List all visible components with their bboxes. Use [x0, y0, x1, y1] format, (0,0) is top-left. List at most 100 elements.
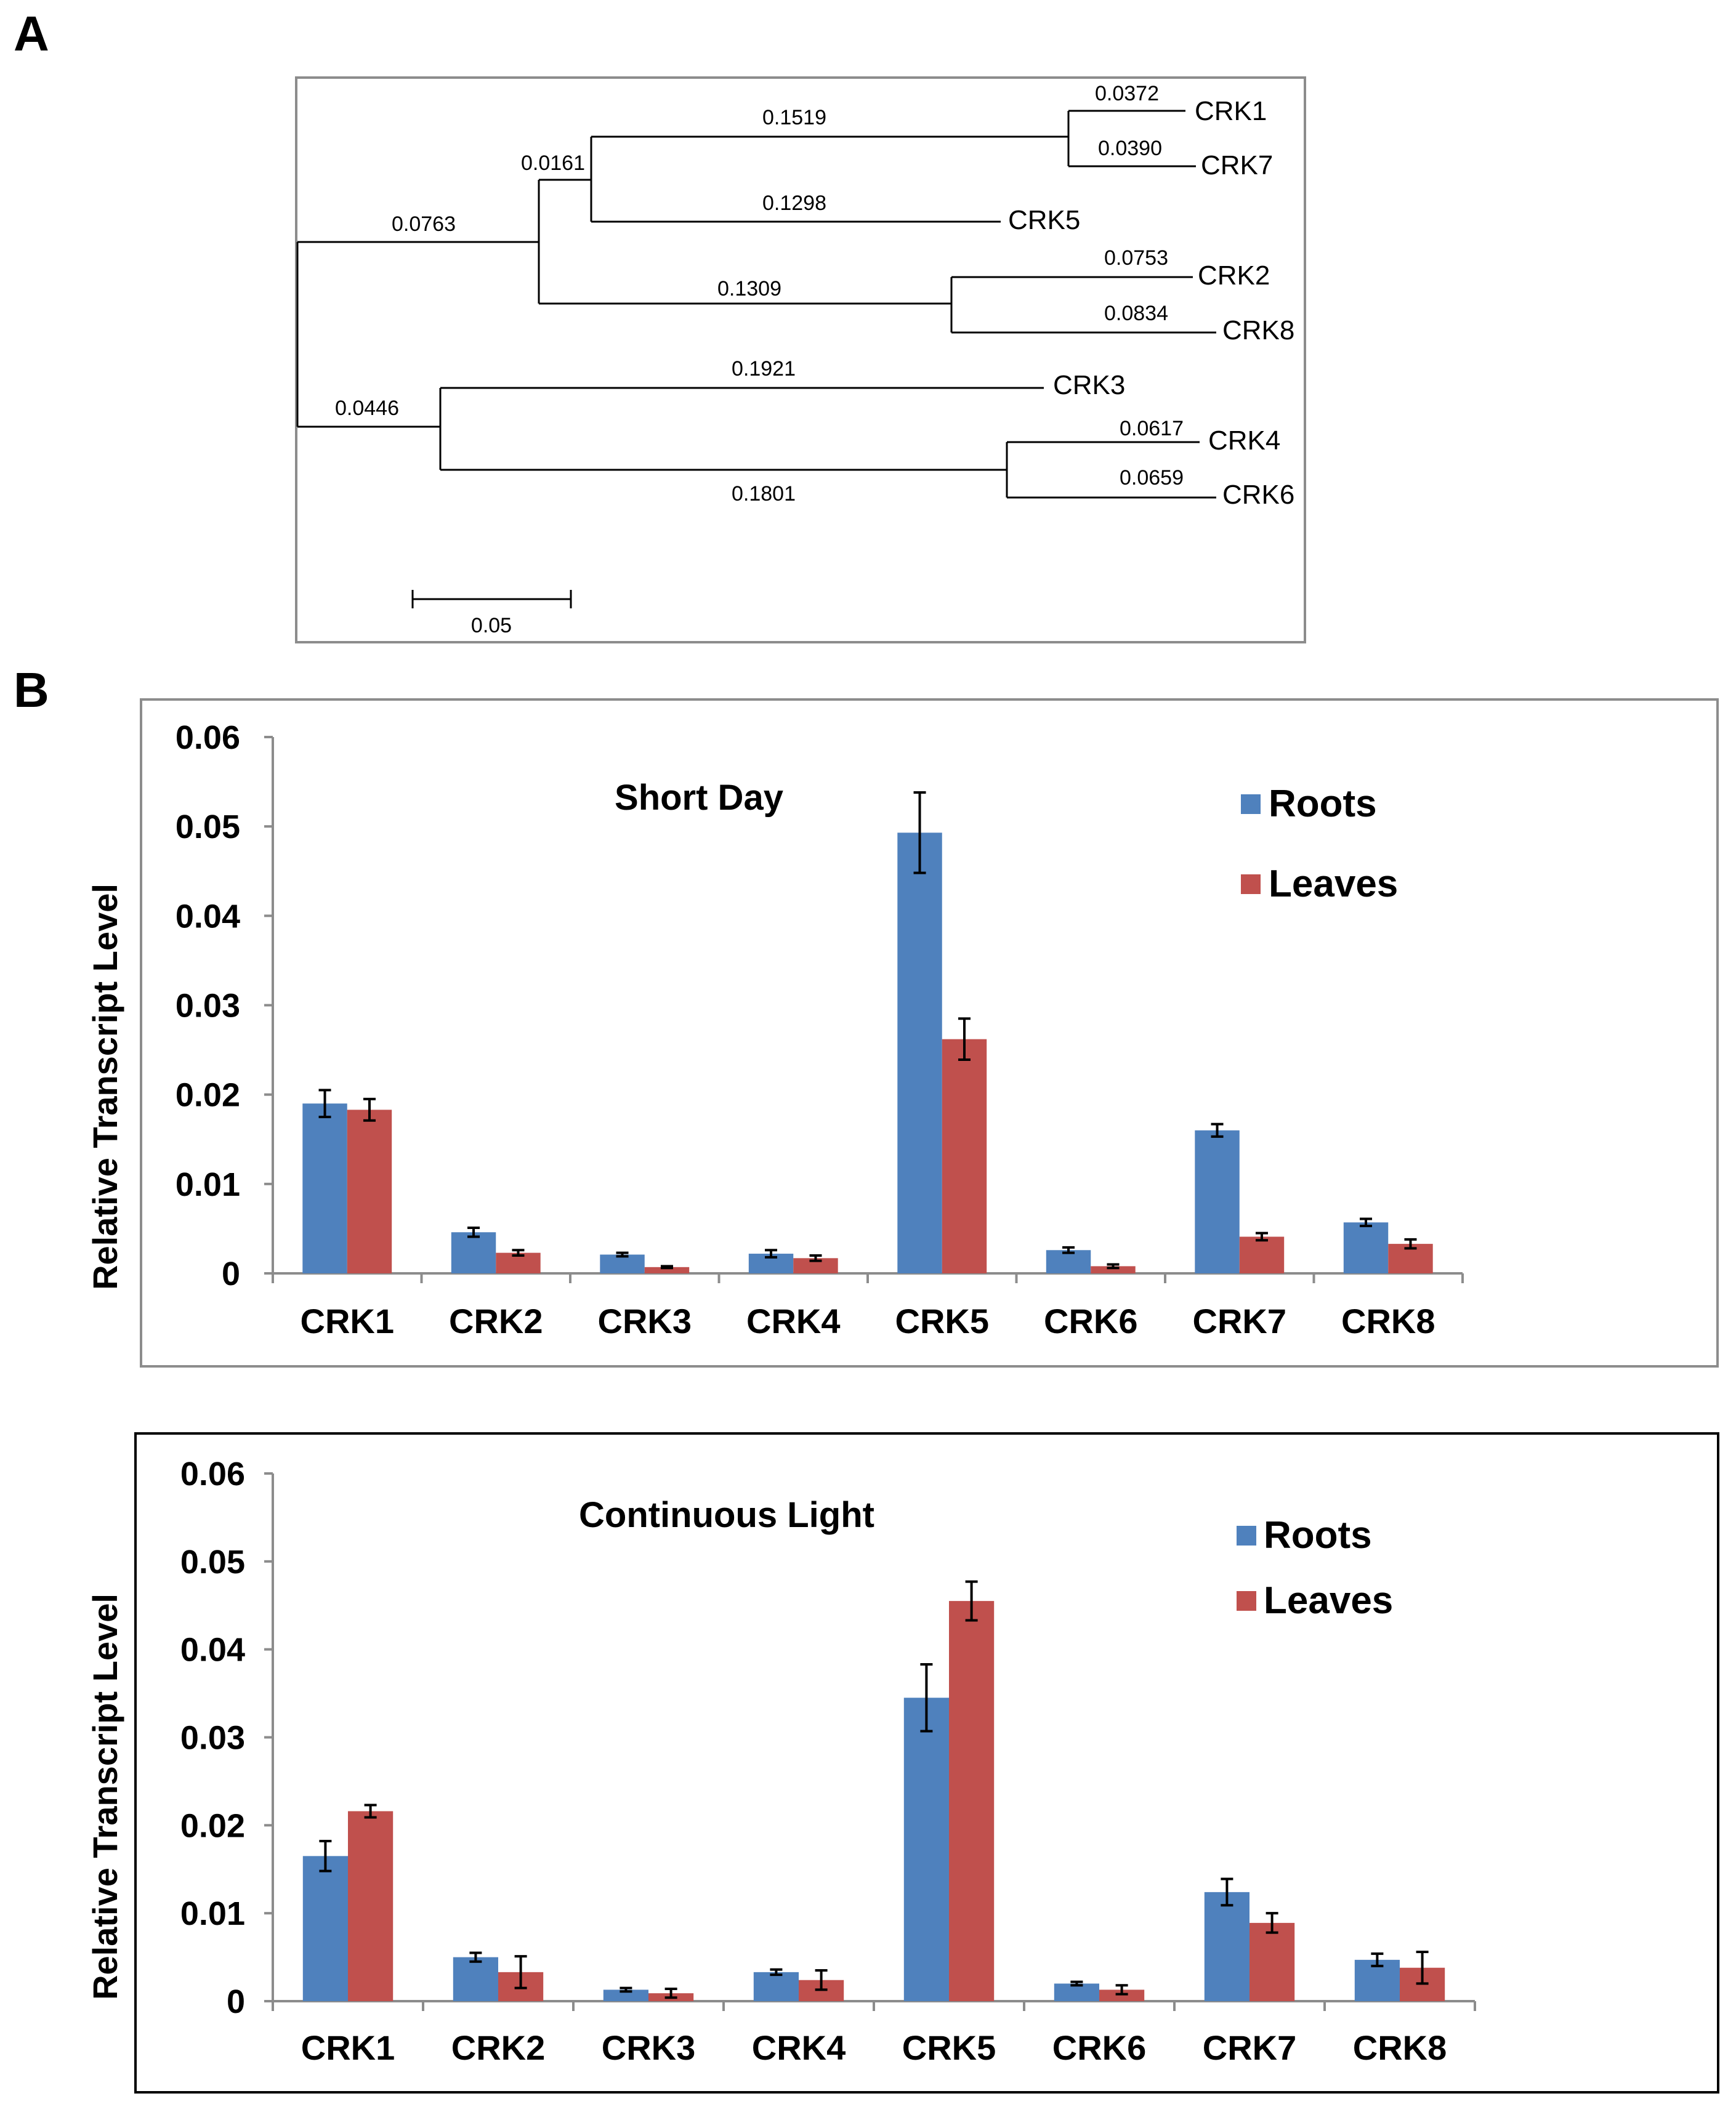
short-day-chart: Short Day Relative Transcript Level Root… — [86, 698, 1719, 1368]
bar-roots-crk2 — [453, 1957, 498, 2001]
bar-roots-crk5 — [903, 1698, 949, 2001]
leaf-label-crk1: CRK1 — [1195, 96, 1267, 126]
bar-leaves-crk6 — [1091, 1266, 1136, 1273]
phylogenetic-tree: 0.1519 0.0372 0.0390 0.0161 0.1298 0.076… — [295, 76, 1306, 643]
bar-roots-crk7 — [1195, 1130, 1240, 1273]
short-day-legend: Roots Leaves — [1241, 783, 1398, 905]
y-tick-label: 0.01 — [180, 1895, 245, 1932]
x-category-label: CRK1 — [301, 1302, 394, 1340]
blen-crk2: 0.0753 — [1104, 246, 1168, 270]
blen-lower-clade: 0.0446 — [335, 397, 399, 420]
blen-crk1-crk7-clade: 0.1519 — [762, 106, 826, 129]
leaf-label-crk7: CRK7 — [1201, 150, 1273, 180]
bar-leaves-crk3 — [644, 1267, 690, 1273]
x-category-label: CRK2 — [451, 2028, 545, 2067]
x-category-label: CRK1 — [301, 2028, 395, 2067]
x-category-label: CRK7 — [1193, 1302, 1286, 1340]
bar-roots-crk5 — [897, 832, 942, 1273]
y-tick-label: 0.03 — [180, 1720, 245, 1757]
legend-roots-label: Roots — [1264, 1514, 1372, 1557]
y-tick-label: 0 — [227, 1983, 245, 2020]
legend-roots-label: Roots — [1269, 783, 1377, 825]
leaf-label-crk6: CRK6 — [1222, 480, 1294, 510]
y-tick-label: 0.05 — [180, 1544, 245, 1581]
panel-a-label: A — [14, 6, 49, 61]
x-category-label: CRK2 — [449, 1302, 543, 1340]
bar-roots-crk4 — [753, 1972, 799, 2001]
x-category-label: CRK4 — [746, 1302, 840, 1340]
continuous-light-bars — [302, 1580, 1445, 2001]
bar-roots-crk8 — [1343, 1222, 1389, 1273]
x-category-label: CRK8 — [1341, 1302, 1435, 1340]
legend-leaves-swatch — [1237, 1591, 1256, 1611]
short-day-chart-title: Short Day — [615, 778, 783, 818]
leaf-label-crk8: CRK8 — [1222, 315, 1294, 345]
blen-upper-clade: 0.0763 — [392, 212, 456, 236]
y-tick-label: 0 — [222, 1256, 240, 1292]
y-tick-label: 0.06 — [180, 1456, 245, 1493]
legend-roots-swatch — [1237, 1526, 1256, 1546]
scale-bar: 0.05 — [411, 590, 572, 637]
scale-bar-label: 0.05 — [471, 614, 512, 637]
blen-crk157-clade: 0.0161 — [521, 151, 585, 175]
y-tick-label: 0.03 — [176, 988, 240, 1025]
y-tick-label: 0.04 — [176, 898, 240, 935]
tree-frame — [295, 76, 1306, 643]
x-category-label: CRK3 — [602, 2028, 695, 2067]
bar-roots-crk3 — [603, 1989, 648, 2001]
bar-roots-crk1 — [302, 1856, 348, 2001]
continuous-light-legend: Roots Leaves — [1237, 1514, 1393, 1622]
blen-crk1: 0.0372 — [1095, 82, 1159, 105]
x-category-label: CRK4 — [752, 2028, 846, 2067]
blen-crk8: 0.0834 — [1104, 302, 1168, 325]
bar-leaves-crk6 — [1099, 1989, 1145, 2001]
legend-leaves-swatch — [1241, 874, 1261, 894]
y-tick-label: 0.02 — [180, 1807, 245, 1844]
blen-crk7: 0.0390 — [1098, 137, 1162, 160]
x-category-label: CRK7 — [1203, 2028, 1296, 2067]
bar-roots-crk2 — [451, 1232, 496, 1273]
legend-leaves-label: Leaves — [1264, 1579, 1393, 1622]
short-day-bars — [302, 791, 1433, 1273]
short-day-axes: 0 0.01 0.02 0.03 0.04 0.05 0.06 CRK1 CRK2 CRK3 CRK… — [176, 719, 1464, 1340]
y-tick-label: 0.01 — [176, 1166, 240, 1203]
blen-crk6: 0.0659 — [1120, 466, 1184, 490]
y-tick-label: 0.04 — [180, 1632, 245, 1669]
x-category-label: CRK5 — [902, 2028, 996, 2067]
continuous-light-y-axis-label: Relative Transcript Level — [86, 1594, 124, 2000]
leaf-label-crk3: CRK3 — [1053, 370, 1125, 400]
panel-b-label: B — [14, 663, 49, 717]
blen-crk4-crk6-clade: 0.1801 — [732, 482, 796, 506]
continuous-light-chart: Continuous Light Relative Transcript Lev… — [86, 1432, 1719, 2094]
continuous-light-axes: 0 0.01 0.02 0.03 0.04 0.05 0.06 CRK1 CRK2 CRK3 CRK… — [180, 1456, 1476, 2067]
continuous-light-chart-frame — [134, 1432, 1719, 2094]
bar-leaves-crk7 — [1239, 1236, 1285, 1273]
leaf-label-crk5: CRK5 — [1008, 205, 1080, 235]
blen-crk5: 0.1298 — [762, 191, 826, 215]
y-tick-label: 0.02 — [176, 1077, 240, 1114]
x-category-label: CRK6 — [1044, 1302, 1137, 1340]
continuous-light-chart-title: Continuous Light — [579, 1495, 874, 1535]
leaf-label-crk4: CRK4 — [1208, 425, 1280, 456]
y-tick-label: 0.06 — [176, 719, 240, 756]
blen-crk3: 0.1921 — [732, 357, 796, 381]
bar-leaves-crk5 — [949, 1601, 995, 2001]
x-category-label: CRK3 — [598, 1302, 692, 1340]
leaf-label-crk2: CRK2 — [1198, 260, 1270, 291]
legend-leaves-label: Leaves — [1269, 863, 1398, 905]
bar-roots-crk3 — [600, 1254, 645, 1273]
bar-leaves-crk1 — [348, 1811, 394, 2001]
legend-roots-swatch — [1241, 794, 1261, 814]
blen-crk4: 0.0617 — [1120, 417, 1184, 440]
x-category-label: CRK6 — [1052, 2028, 1146, 2067]
short-day-y-axis-label: Relative Transcript Level — [86, 884, 124, 1290]
x-category-label: CRK8 — [1353, 2028, 1447, 2067]
bar-leaves-crk1 — [347, 1110, 392, 1273]
bar-leaves-crk7 — [1250, 1922, 1295, 2001]
bar-roots-crk7 — [1204, 1892, 1250, 2001]
bar-leaves-crk5 — [942, 1039, 987, 1273]
bar-roots-crk1 — [302, 1103, 347, 1273]
x-category-label: CRK5 — [895, 1302, 989, 1340]
blen-crk2-crk8-clade: 0.1309 — [717, 277, 781, 300]
